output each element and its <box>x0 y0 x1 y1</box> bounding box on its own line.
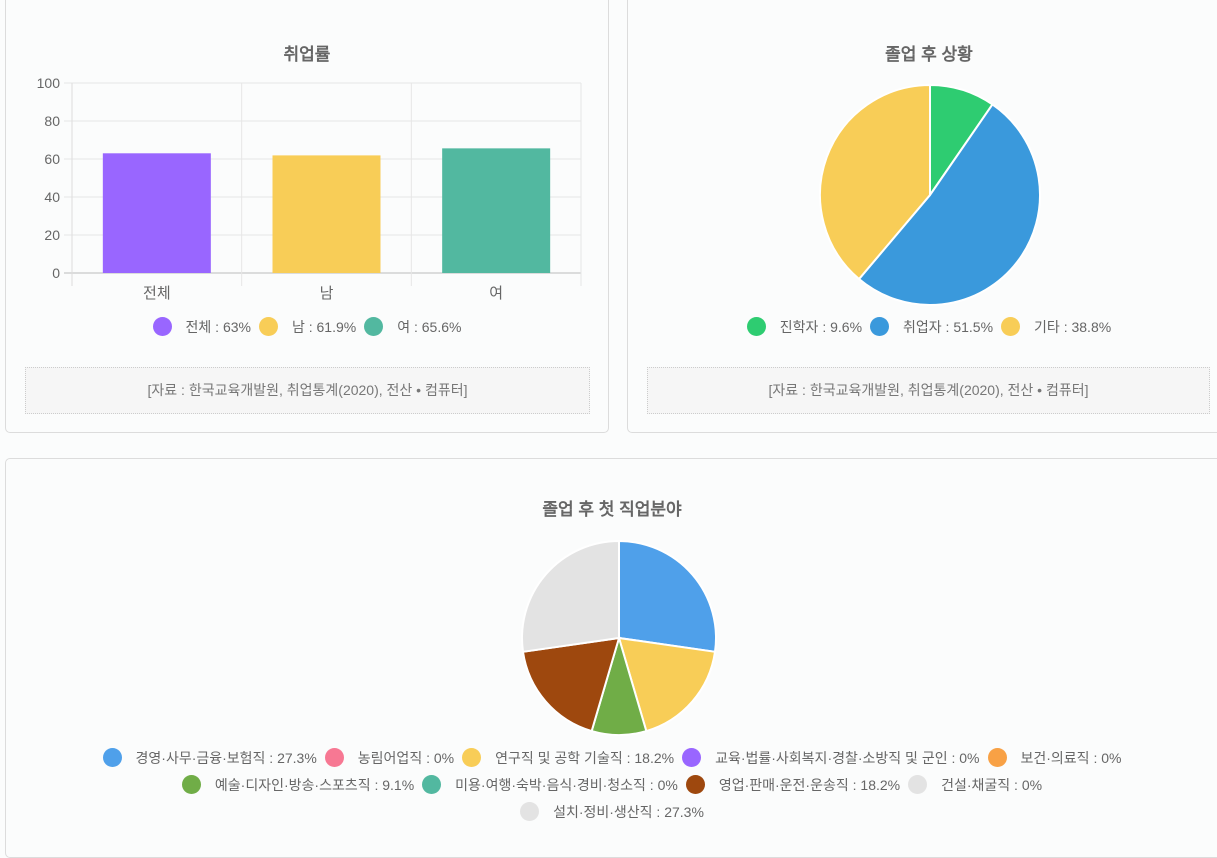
bar-2 <box>442 148 551 273</box>
svg-text:60: 60 <box>44 151 60 167</box>
legend-item[interactable]: 설치·정비·생산직 : 27.3% <box>520 798 704 825</box>
bar-chart: 0 20 40 60 80 100 전체 남 여 <box>37 75 582 302</box>
legend-label: 예술·디자인·방송·스포츠직 : 9.1% <box>214 776 415 793</box>
legend-color-swatch-icon <box>364 317 384 336</box>
legend-color-swatch-icon <box>685 775 705 794</box>
legend-item[interactable]: 진학자 : 9.6% <box>746 313 863 340</box>
svg-text:전체: 전체 <box>143 285 171 302</box>
legend-label: 여 : 65.6% <box>397 318 462 335</box>
legend-item[interactable]: 농림어업직 : 0% <box>324 744 455 771</box>
chart-legend: 진학자 : 9.6% 취업자 : 51.5% 기타 : 38.8% <box>628 313 1217 340</box>
legend-color-swatch-icon <box>870 317 890 336</box>
legend-item[interactable]: 연구직 및 공학 기술직 : 18.2% <box>462 744 674 771</box>
chart-legend: 전체 : 63% 남 : 61.9% 여 : 65.6% <box>6 313 608 340</box>
svg-text:남: 남 <box>320 285 334 302</box>
legend-label: 교육·법률·사회복지·경찰·소방직 및 군인 : 0% <box>715 749 980 766</box>
legend-item[interactable]: 보건·의료직 : 0% <box>987 744 1122 771</box>
employment-rate-card: 취업률 0 20 40 60 80 100 전체 남 여 전체 : 63% 남 : 61.9% 여 … <box>5 0 609 433</box>
legend-label: 영업·판매·운전·운송직 : 18.2% <box>718 776 901 793</box>
chart-title: 졸업 후 첫 직업분야 <box>542 500 682 519</box>
legend-label: 연구직 및 공학 기술직 : 18.2% <box>495 749 675 766</box>
legend-color-swatch-icon <box>987 748 1007 767</box>
legend-color-swatch-icon <box>908 775 928 794</box>
legend-item[interactable]: 전체 : 63% <box>152 313 251 340</box>
legend-color-swatch-icon <box>258 317 278 336</box>
legend-label: 기타 : 38.8% <box>1034 318 1112 335</box>
pie-slice-2 <box>819 83 931 281</box>
pie-chart <box>521 539 717 736</box>
legend-color-swatch-icon <box>746 317 766 336</box>
legend-label: 취업자 : 51.5% <box>903 318 994 335</box>
legend-label: 진학자 : 9.6% <box>779 318 863 335</box>
legend-label: 경영·사무·금융·보험직 : 27.3% <box>135 749 317 766</box>
svg-text:40: 40 <box>44 189 60 205</box>
legend-item[interactable]: 기타 : 38.8% <box>1001 313 1111 340</box>
legend-color-swatch-icon <box>462 748 482 767</box>
legend-color-swatch-icon <box>520 802 540 821</box>
bar-1 <box>272 155 381 273</box>
legend-item[interactable]: 미용·여행·숙박·음식·경비·청소직 : 0% <box>422 771 678 798</box>
pie-slice-1 <box>857 103 1041 306</box>
pie-chart <box>819 83 1041 306</box>
svg-text:여: 여 <box>489 285 503 302</box>
legend-color-swatch-icon <box>1001 317 1021 336</box>
bar-0 <box>102 153 211 273</box>
pie-slice-2 <box>617 636 717 733</box>
legend-color-swatch-icon <box>422 775 442 794</box>
legend-label: 설치·정비·생산직 : 27.3% <box>553 803 704 820</box>
legend-item[interactable]: 취업자 : 51.5% <box>870 313 993 340</box>
legend-label: 건설·채굴직 : 0% <box>941 776 1043 793</box>
svg-text:0: 0 <box>52 265 60 281</box>
pie-slice-9 <box>521 539 620 653</box>
pie-slice-7 <box>521 636 621 733</box>
svg-text:20: 20 <box>44 227 60 243</box>
svg-text:80: 80 <box>44 113 60 129</box>
legend-color-swatch-icon <box>181 775 201 794</box>
after-graduation-card: 졸업 후 상황 진학자 : 9.6% 취업자 : 51.5% 기타 : 38.8% … <box>627 0 1217 433</box>
legend-item[interactable]: 경영·사무·금융·보험직 : 27.3% <box>102 744 317 771</box>
first-job-field-card: 졸업 후 첫 직업분야 경영·사무·금융·보험직 : 27.3% 농림어업직 : … <box>5 458 1217 858</box>
legend-label: 보건·의료직 : 0% <box>1020 749 1122 766</box>
chart-title: 취업률 <box>283 45 331 64</box>
chart-legend: 경영·사무·금융·보험직 : 27.3% 농림어업직 : 0% 연구직 및 공학 기… <box>6 744 1217 825</box>
legend-label: 미용·여행·숙박·음식·경비·청소직 : 0% <box>455 776 678 793</box>
legend-label: 농림어업직 : 0% <box>357 749 455 766</box>
legend-color-swatch-icon <box>682 748 702 767</box>
svg-text:100: 100 <box>37 75 61 91</box>
legend-item[interactable]: 교육·법률·사회복지·경찰·소방직 및 군인 : 0% <box>682 744 980 771</box>
legend-color-swatch-icon <box>102 748 122 767</box>
legend-item[interactable]: 예술·디자인·방송·스포츠직 : 9.1% <box>181 771 415 798</box>
legend-color-swatch-icon <box>324 748 344 767</box>
legend-label: 전체 : 63% <box>185 318 251 335</box>
legend-label: 남 : 61.9% <box>291 318 357 335</box>
pie-slice-0 <box>618 539 717 653</box>
legend-item[interactable]: 건설·채굴직 : 0% <box>908 771 1042 798</box>
legend-item[interactable]: 여 : 65.6% <box>364 313 461 340</box>
legend-item[interactable]: 영업·판매·운전·운송직 : 18.2% <box>685 771 901 798</box>
data-source-note: [자료 : 한국교육개발원, 취업통계(2020), 전산 • 컴퓨터] <box>647 367 1210 414</box>
legend-item[interactable]: 남 : 61.9% <box>258 313 357 340</box>
data-source-note: [자료 : 한국교육개발원, 취업통계(2020), 전산 • 컴퓨터] <box>25 367 590 414</box>
chart-title: 졸업 후 상황 <box>885 45 973 64</box>
legend-color-swatch-icon <box>152 317 172 336</box>
